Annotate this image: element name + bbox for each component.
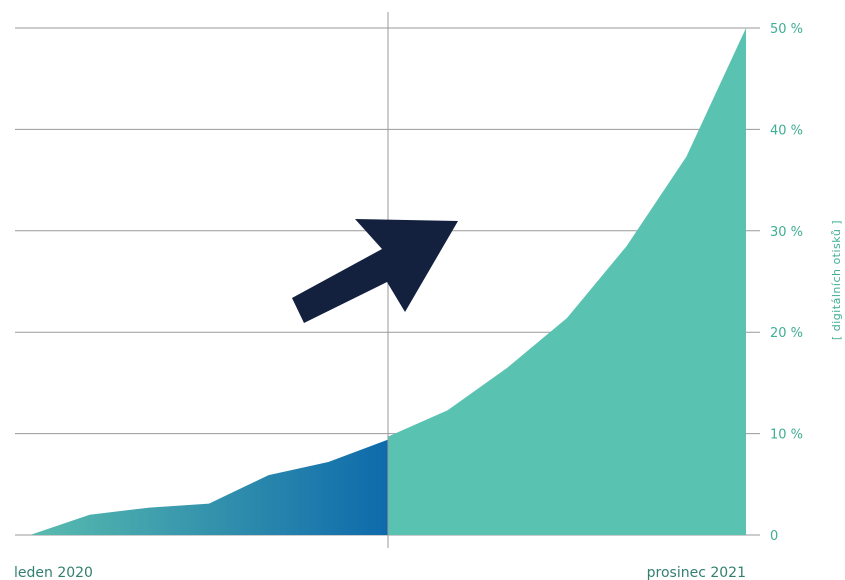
- y-tick-label: 50 %: [770, 22, 803, 37]
- x-start-label: leden 2020: [14, 565, 93, 580]
- area-projection: [388, 28, 746, 535]
- y-tick-label: 20 %: [770, 326, 803, 341]
- y-tick-label: 30 %: [770, 225, 803, 240]
- x-end-label: prosinec 2021: [647, 565, 746, 580]
- y-axis-label: [ digitálních otisků ]: [830, 220, 843, 340]
- trend-arrow-icon: [292, 219, 458, 323]
- y-tick-label: 10 %: [770, 428, 803, 443]
- y-tick-labels: 0 10 % 20 % 30 % 40 % 50 %: [770, 22, 803, 544]
- y-tick-label: 0: [770, 529, 778, 544]
- area-series: [30, 28, 746, 535]
- y-tick-label: 40 %: [770, 123, 803, 138]
- area-past: [30, 439, 388, 535]
